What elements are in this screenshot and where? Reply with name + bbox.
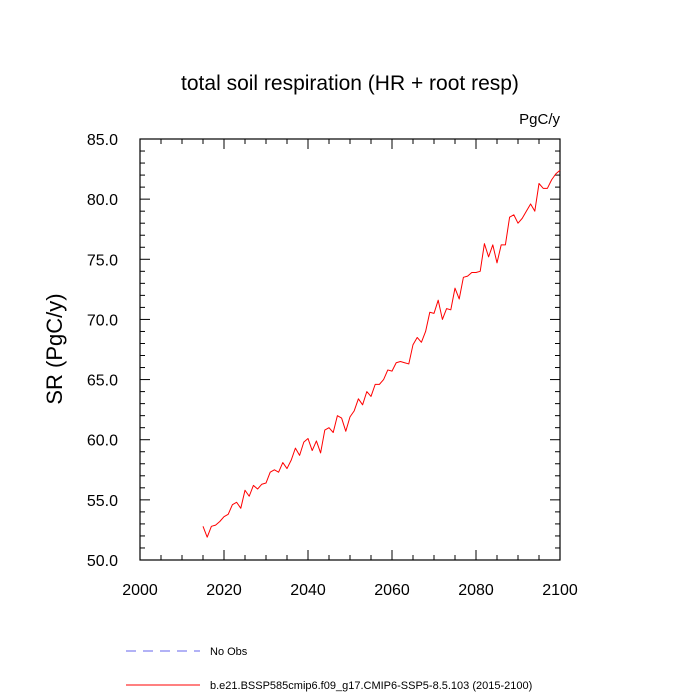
x-tick-label: 2000: [122, 582, 158, 599]
units-label: PgC/y: [519, 111, 560, 128]
tick-labels: 2000 2020 2040 2060 2080 2100 50.0 55.0 60.0 65.0…: [87, 132, 578, 599]
y-tick-label: 65.0: [87, 373, 118, 390]
legend-label-model-run: b.e21.BSSP585cmip6.f09_g17.CMIP6-SSP5-8.…: [210, 680, 532, 692]
x-tick-label: 2100: [542, 582, 578, 599]
y-tick-label: 50.0: [87, 553, 118, 570]
axis-ticks: [139, 138, 561, 561]
y-tick-label: 85.0: [87, 132, 118, 149]
series-lines: [202, 169, 561, 538]
y-tick-label: 60.0: [87, 433, 118, 450]
y-tick-label: 80.0: [87, 192, 118, 209]
series-line-1: [202, 169, 561, 538]
x-tick-label: 2040: [290, 582, 326, 599]
x-tick-label: 2020: [206, 582, 242, 599]
x-tick-label: 2080: [458, 582, 494, 599]
y-tick-label: 55.0: [87, 493, 118, 510]
legend-label-no-obs: No Obs: [210, 646, 248, 658]
chart-title: total soil respiration (HR + root resp): [181, 72, 519, 95]
y-tick-label: 70.0: [87, 312, 118, 329]
x-tick-label: 2060: [374, 582, 410, 599]
legend: No Obs b.e21.BSSP585cmip6.f09_g17.CMIP6-…: [126, 646, 532, 692]
y-axis-label: SR (PgC/y): [42, 293, 67, 404]
y-tick-label: 75.0: [87, 252, 118, 269]
plot-frame: [139, 138, 561, 561]
